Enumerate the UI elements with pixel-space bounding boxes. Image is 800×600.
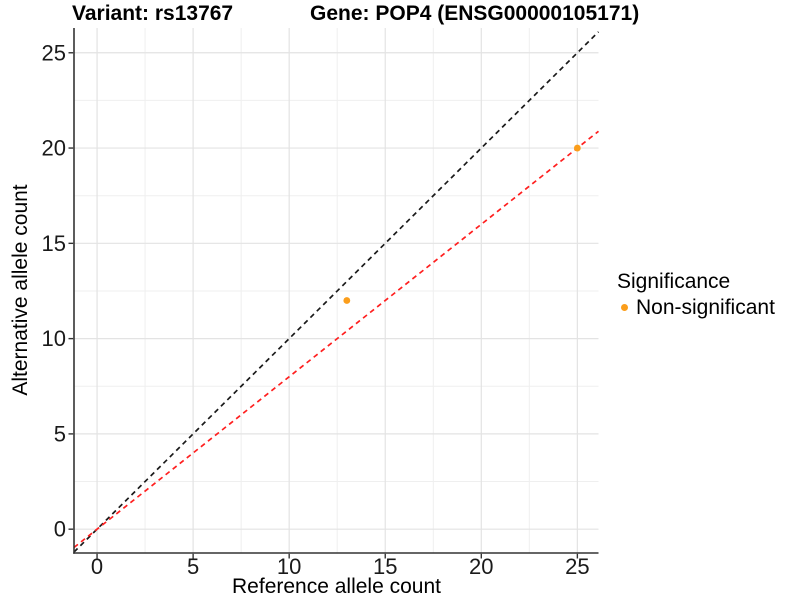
x-tick-label: 10 [277, 554, 301, 579]
x-axis-title: Reference allele count [232, 575, 441, 598]
gene-title: Gene: POP4 (ENSG00000105171) [310, 2, 640, 25]
x-tick-label: 15 [373, 554, 397, 579]
y-axis-title: Alternative allele count [9, 184, 32, 396]
legend-item-label: Non-significant [636, 296, 775, 319]
data-point [573, 144, 581, 152]
variant-title: Variant: rs13767 [72, 2, 234, 25]
data-point [343, 297, 351, 304]
y-tick-label: 15 [42, 231, 66, 256]
x-tick-label: 0 [91, 554, 103, 579]
legend-title: Significance [617, 270, 731, 293]
x-tick-label: 25 [565, 554, 589, 579]
x-tick-label: 20 [469, 554, 493, 579]
y-tick-label: 0 [54, 517, 66, 542]
point-swatch-icon [621, 304, 628, 311]
x-tick-label: 5 [187, 554, 199, 579]
y-tick-label: 20 [42, 136, 66, 161]
y-tick-label: 10 [42, 326, 66, 351]
y-tick-label: 5 [54, 421, 66, 446]
fit-line [73, 130, 600, 549]
identity-line [73, 31, 600, 553]
legend-item-non-significant: Non-significant [616, 295, 775, 320]
y-tick-label: 25 [42, 40, 66, 65]
legend: Significance Non-significant [616, 269, 775, 320]
